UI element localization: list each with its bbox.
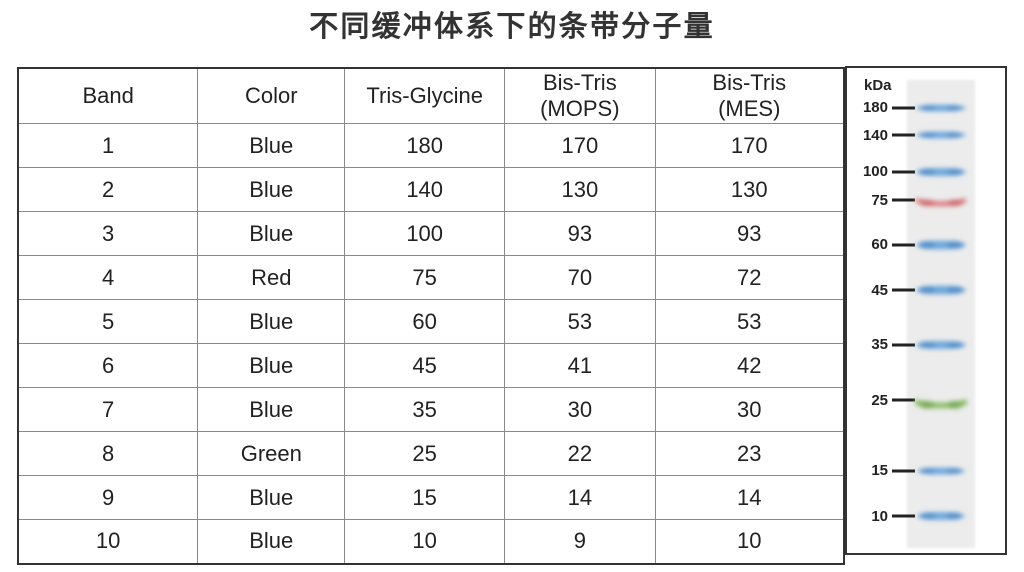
svg-text:75: 75: [871, 192, 888, 209]
svg-text:10: 10: [871, 508, 888, 525]
svg-text:140: 140: [863, 127, 888, 144]
svg-text:100: 100: [863, 163, 888, 180]
svg-text:45: 45: [871, 282, 888, 299]
svg-text:kDa: kDa: [864, 77, 892, 94]
svg-text:15: 15: [871, 462, 888, 479]
svg-text:180: 180: [863, 99, 888, 116]
svg-text:25: 25: [871, 392, 888, 409]
svg-text:35: 35: [871, 336, 888, 353]
svg-text:60: 60: [871, 236, 888, 253]
